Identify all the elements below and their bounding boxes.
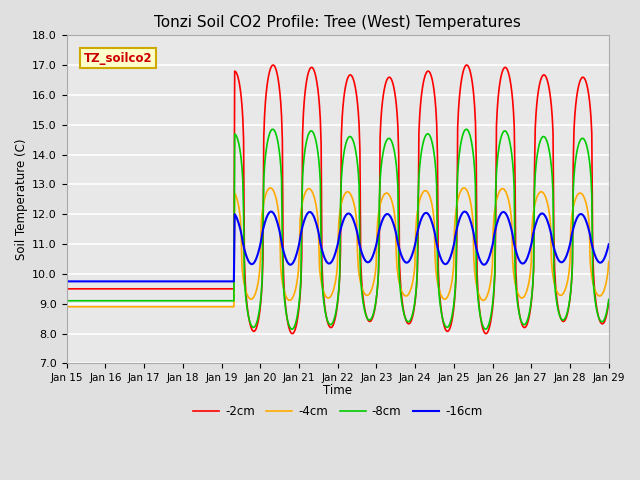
Legend: -2cm, -4cm, -8cm, -16cm: -2cm, -4cm, -8cm, -16cm	[188, 401, 487, 423]
-16cm	[605, 241, 612, 247]
-8cm	[269, 126, 276, 132]
-16cm	[78, 278, 86, 284]
-16cm	[151, 278, 159, 284]
-2cm	[463, 62, 470, 68]
-8cm	[207, 298, 215, 304]
-4cm	[240, 277, 248, 283]
Text: TZ_soilco2: TZ_soilco2	[84, 52, 152, 65]
-2cm	[151, 286, 159, 292]
-16cm	[207, 278, 215, 284]
Line: -8cm: -8cm	[67, 129, 609, 329]
-2cm	[78, 286, 86, 292]
-16cm	[240, 243, 248, 249]
Line: -4cm: -4cm	[67, 188, 609, 307]
-4cm	[151, 304, 159, 310]
-2cm	[482, 331, 490, 336]
-8cm	[556, 312, 563, 318]
-8cm	[151, 298, 159, 304]
Line: -16cm: -16cm	[67, 212, 609, 281]
-2cm	[605, 299, 612, 304]
-8cm	[605, 297, 612, 302]
-4cm	[555, 291, 563, 297]
-8cm	[78, 298, 86, 304]
-2cm	[63, 286, 70, 292]
-8cm	[63, 298, 70, 304]
-2cm	[556, 312, 563, 317]
-4cm	[266, 185, 274, 191]
Line: -2cm: -2cm	[67, 65, 609, 334]
-4cm	[78, 304, 86, 310]
-16cm	[520, 260, 528, 266]
-4cm	[207, 304, 215, 310]
-4cm	[605, 259, 612, 264]
-8cm	[288, 326, 296, 332]
-16cm	[555, 257, 563, 263]
-2cm	[207, 286, 215, 292]
-16cm	[63, 278, 70, 284]
-8cm	[240, 210, 248, 216]
-16cm	[268, 209, 275, 215]
-4cm	[63, 304, 70, 310]
Title: Tonzi Soil CO2 Profile: Tree (West) Temperatures: Tonzi Soil CO2 Profile: Tree (West) Temp…	[154, 15, 521, 30]
-2cm	[240, 136, 248, 142]
-2cm	[521, 324, 529, 330]
Y-axis label: Soil Temperature (C): Soil Temperature (C)	[15, 139, 28, 260]
-8cm	[521, 322, 529, 327]
-4cm	[520, 294, 528, 300]
X-axis label: Time: Time	[323, 384, 352, 397]
